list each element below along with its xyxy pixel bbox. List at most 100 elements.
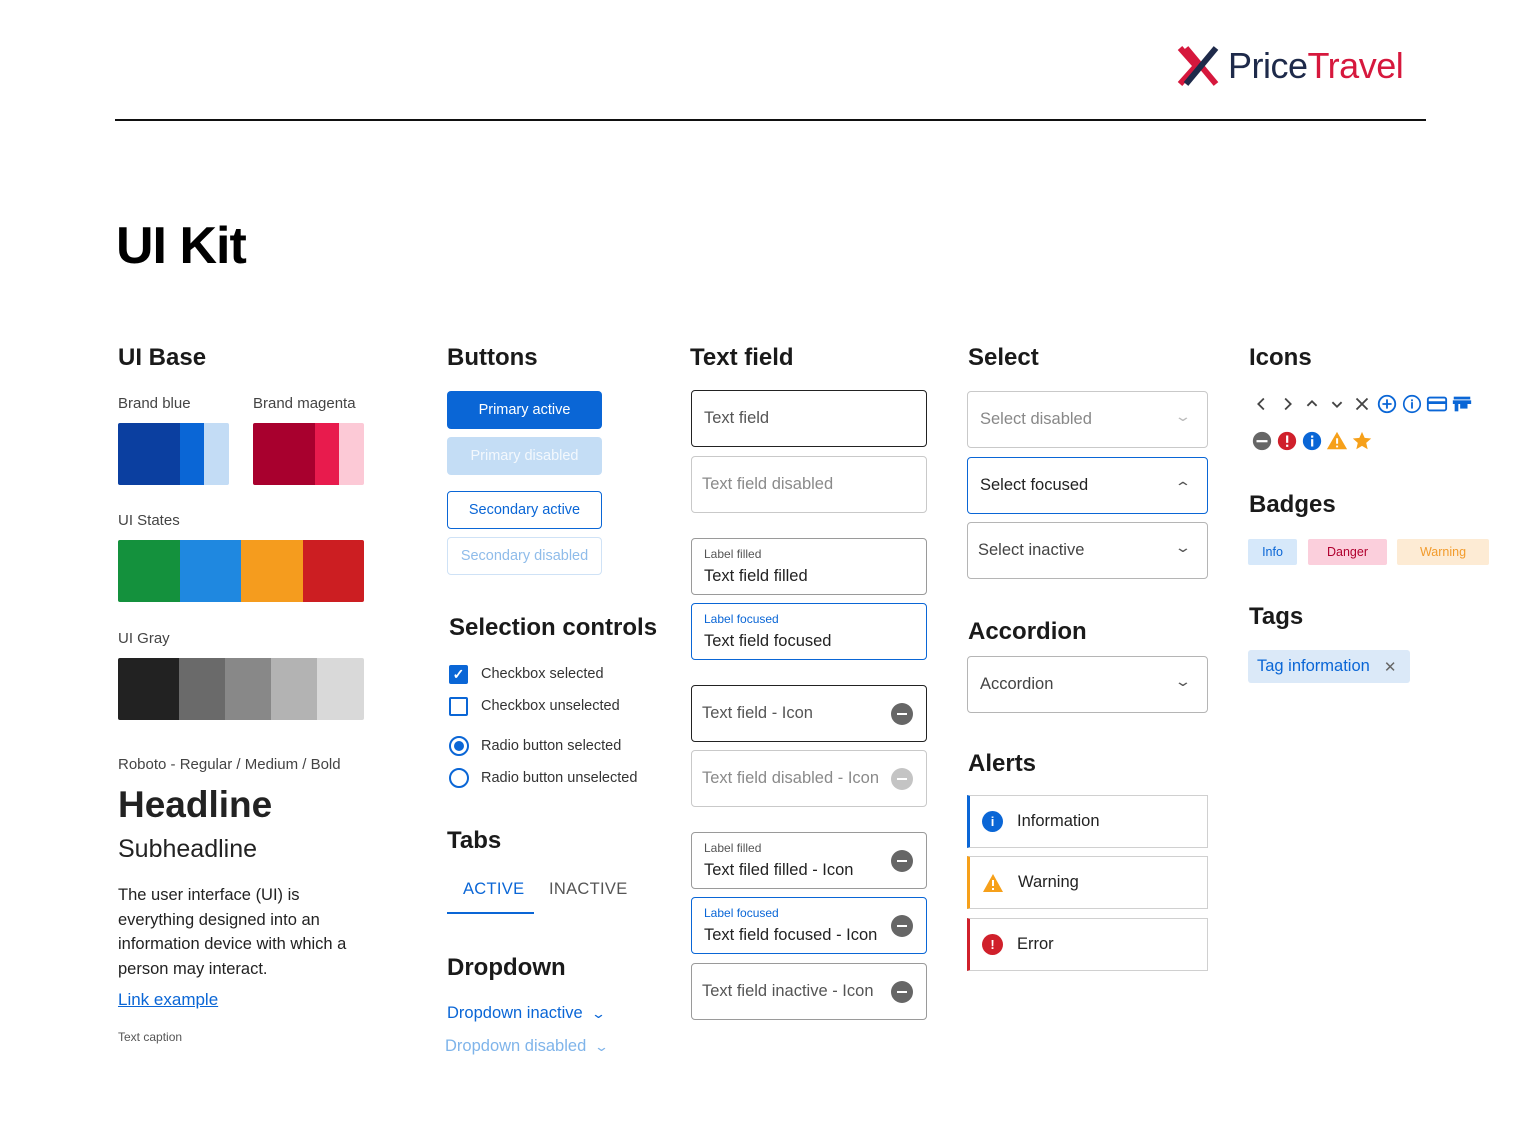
- select-disabled-value: Select disabled: [980, 410, 1092, 428]
- badge-info: Info: [1248, 539, 1297, 565]
- alert-information-text: Information: [1017, 812, 1100, 830]
- body-text-sample: The user interface (UI) is everything de…: [118, 886, 347, 978]
- remove-circle-icon[interactable]: [891, 703, 913, 725]
- select-title: Select: [968, 344, 1039, 371]
- text-field-filled-label: Label filled: [704, 547, 762, 561]
- remove-circle-icon[interactable]: [891, 915, 913, 937]
- radio-selected[interactable]: Radio button selected: [449, 735, 621, 757]
- headline-sample: Headline: [118, 784, 273, 825]
- state-info-swatch: [180, 540, 241, 602]
- text-field-disabled-with-icon[interactable]: Text field disabled - Icon: [691, 750, 927, 807]
- remove-circle-icon[interactable]: [891, 850, 913, 872]
- checkbox-selected-label: Checkbox selected: [481, 666, 604, 682]
- radio-selected-label: Radio button selected: [481, 738, 622, 754]
- tab-inactive[interactable]: INACTIVE: [549, 880, 628, 898]
- select-disabled[interactable]: Select disabled ⌄: [967, 391, 1208, 448]
- alert-warning-text: Warning: [1018, 873, 1079, 891]
- text-field-focused-label: Label focused: [704, 612, 779, 626]
- text-field-filled-with-icon[interactable]: Label filled Text filed filled - Icon: [691, 832, 927, 889]
- alert-error-text: Error: [1017, 935, 1054, 953]
- icons-title: Icons: [1249, 344, 1312, 371]
- dropdown-inactive[interactable]: Dropdown inactive ⌄: [447, 1004, 606, 1023]
- alerts-title: Alerts: [968, 750, 1037, 777]
- checkbox-unselected[interactable]: Checkbox unselected: [449, 695, 620, 717]
- brand-blue-swatch-mid: [180, 423, 204, 485]
- gray-700-swatch: [179, 658, 225, 720]
- select-focused[interactable]: Select focused ⌃: [967, 457, 1208, 514]
- text-field-placeholder: Text field: [704, 409, 770, 427]
- dropdown-disabled[interactable]: Dropdown disabled ⌄: [445, 1037, 610, 1056]
- store-icon: [1450, 392, 1474, 416]
- tag[interactable]: Tag information ✕: [1248, 650, 1410, 683]
- accordion-label: Accordion: [980, 675, 1054, 693]
- brand-name-part1: Price: [1228, 45, 1308, 86]
- dropdown-disabled-label: Dropdown disabled: [445, 1037, 587, 1055]
- text-field-filled-value: Text field filled: [704, 567, 808, 585]
- chevron-down-icon: ⌄: [594, 1038, 610, 1054]
- brand-magenta-swatches: [253, 423, 364, 485]
- select-inactive[interactable]: Select inactive ⌄: [967, 522, 1208, 579]
- text-field[interactable]: Text field: [691, 390, 927, 447]
- checkbox-empty-icon[interactable]: [449, 696, 468, 716]
- accordion[interactable]: Accordion ⌄: [967, 656, 1208, 713]
- primary-active-button[interactable]: Primary active: [447, 391, 602, 429]
- chevron-down-icon: ⌄: [1174, 673, 1192, 689]
- ui-states-label: UI States: [118, 512, 180, 529]
- brand-blue-swatches: [118, 423, 229, 485]
- checkbox-checked-icon[interactable]: ✓: [449, 664, 468, 684]
- info-icon: i: [982, 811, 1003, 832]
- chevron-down-icon: [1325, 392, 1349, 416]
- chevron-up-icon: [1300, 392, 1324, 416]
- close-icon: [1350, 392, 1374, 416]
- ui-gray-swatches: [118, 658, 364, 720]
- tab-active[interactable]: ACTIVE: [463, 880, 525, 898]
- text-field-disabled-placeholder: Text field disabled: [702, 475, 834, 493]
- buttons-title: Buttons: [447, 344, 538, 371]
- error-icon: [1275, 429, 1299, 453]
- text-field-inactive-icon-placeholder: Text field inactive - Icon: [702, 982, 874, 1000]
- remove-circle-icon: [1250, 429, 1274, 453]
- radio-checked-icon[interactable]: [449, 736, 469, 756]
- subheadline-sample: Subheadline: [118, 835, 258, 863]
- text-field-focused[interactable]: Label focused Text field focused: [691, 603, 927, 660]
- info-icon: [1300, 429, 1324, 453]
- tabs-title: Tabs: [447, 827, 502, 854]
- text-field-title: Text field: [690, 344, 794, 371]
- chevron-down-icon: ⌄: [1174, 539, 1192, 555]
- header-divider: [115, 119, 1426, 121]
- brand-blue-label: Brand blue: [118, 395, 191, 412]
- text-field-with-icon[interactable]: Text field - Icon: [691, 685, 927, 742]
- error-icon: !: [982, 934, 1003, 955]
- warning-icon: [1325, 429, 1349, 453]
- text-field-focused-with-icon[interactable]: Label focused Text field focused - Icon: [691, 897, 927, 954]
- warning-icon: [983, 873, 1003, 892]
- tab-indicator: [447, 912, 534, 914]
- secondary-active-button[interactable]: Secondary active: [447, 491, 602, 529]
- font-label: Roboto - Regular / Medium / Bold: [118, 756, 341, 773]
- secondary-disabled-button[interactable]: Secondary disabled: [447, 537, 602, 575]
- dropdown-inactive-label: Dropdown inactive: [447, 1004, 583, 1022]
- select-inactive-value: Select inactive: [978, 541, 1085, 559]
- link-example[interactable]: Link example: [118, 990, 219, 1009]
- alert-information: i Information: [967, 795, 1208, 848]
- alert-warning: Warning: [967, 856, 1208, 909]
- alert-error: ! Error: [967, 918, 1208, 971]
- gray-300-swatch: [271, 658, 317, 720]
- close-icon[interactable]: ✕: [1383, 658, 1397, 676]
- text-field-focused-icon-label: Label focused: [704, 906, 779, 920]
- text-field-filled[interactable]: Label filled Text field filled: [691, 538, 927, 595]
- checkbox-selected[interactable]: ✓ Checkbox selected: [449, 663, 604, 685]
- text-field-disabled[interactable]: Text field disabled: [691, 456, 927, 513]
- primary-disabled-button[interactable]: Primary disabled: [447, 437, 602, 475]
- gray-500-swatch: [225, 658, 271, 720]
- radio-unselected[interactable]: Radio button unselected: [449, 767, 637, 789]
- remove-circle-icon[interactable]: [891, 981, 913, 1003]
- star-icon: [1350, 429, 1374, 453]
- selection-controls-title: Selection controls: [449, 614, 658, 641]
- gray-900-swatch: [118, 658, 179, 720]
- info-outline-icon: [1400, 392, 1424, 416]
- brand-magenta-swatch-dark: [253, 423, 315, 485]
- text-field-inactive-with-icon[interactable]: Text field inactive - Icon: [691, 963, 927, 1020]
- radio-empty-icon[interactable]: [449, 768, 469, 788]
- chevron-left-icon: [1250, 392, 1274, 416]
